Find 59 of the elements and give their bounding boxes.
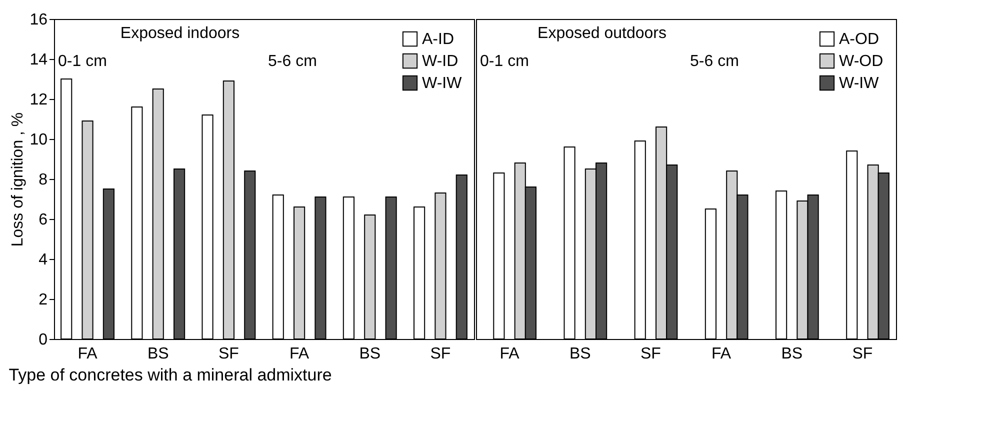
annotation: 5-6 cm	[268, 53, 317, 70]
annotation: 0-1 cm	[480, 53, 529, 70]
legend-label: A-OD	[839, 31, 879, 48]
bar	[60, 78, 72, 340]
bar	[493, 172, 505, 340]
y-tick-label: 2	[38, 292, 48, 308]
legend-label: W-ID	[422, 53, 458, 70]
annotation: 0-1 cm	[58, 53, 107, 70]
y-tick-label: 4	[38, 252, 48, 268]
legend-label: A-ID	[422, 31, 454, 48]
y-tick-label: 12	[30, 92, 48, 108]
x-tick-label: BS	[147, 346, 169, 362]
chart-title: Exposed indoors	[120, 25, 240, 42]
bar	[776, 190, 788, 340]
y-axis-title: Loss of ignition , %	[10, 112, 27, 247]
bar	[131, 106, 143, 340]
annotation: 5-6 cm	[690, 53, 739, 70]
x-tick-label: SF	[852, 346, 873, 362]
x-tick-label: BS	[359, 346, 381, 362]
bar	[294, 206, 306, 340]
y-tick-label: 10	[30, 132, 48, 148]
bar	[244, 170, 256, 340]
bar	[82, 120, 94, 340]
bar	[364, 214, 376, 340]
x-tick-label: FA	[712, 346, 732, 362]
x-tick-label: FA	[78, 346, 98, 362]
legend-label: W-OD	[839, 53, 884, 70]
x-tick-label: FA	[290, 346, 310, 362]
bar	[342, 196, 354, 340]
bar	[846, 150, 858, 340]
bar	[272, 194, 284, 340]
bar	[456, 174, 468, 340]
y-tick-label: 16	[30, 12, 48, 28]
x-tick-label: SF	[640, 346, 662, 362]
bar	[102, 188, 114, 340]
bar	[222, 80, 234, 340]
y-tick-label: 6	[38, 212, 48, 228]
x-axis-title: Type of concretes with a mineral admixture	[8, 366, 332, 384]
bar	[174, 168, 186, 340]
bar	[634, 140, 646, 340]
bar	[414, 206, 426, 340]
x-tick-label: BS	[781, 346, 803, 362]
y-tick-label: 0	[38, 332, 48, 348]
legend-label: W-IW	[839, 75, 880, 92]
bar	[202, 114, 214, 340]
x-tick-label: SF	[430, 346, 451, 362]
x-tick-label: BS	[569, 346, 591, 362]
bar	[564, 146, 576, 340]
x-tick-label: SF	[218, 346, 240, 362]
y-tick-label: 8	[38, 172, 48, 188]
bar	[314, 196, 326, 340]
y-tick-label: 14	[30, 52, 48, 68]
chart-title: Exposed outdoors	[538, 25, 666, 42]
bar	[704, 208, 716, 340]
x-tick-label: FA	[500, 346, 520, 362]
bar	[434, 192, 446, 340]
bar	[385, 196, 397, 340]
legend-label: W-IW	[422, 75, 463, 92]
bar	[152, 88, 164, 340]
